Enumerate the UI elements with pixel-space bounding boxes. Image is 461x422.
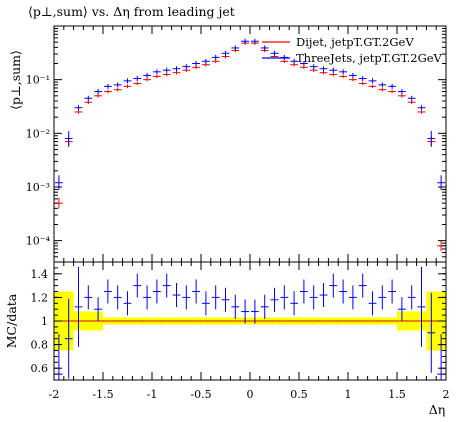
main-series-1 (55, 38, 445, 191)
ratio-y-axis-label: MC/data (4, 293, 19, 348)
main-x-ticks (53, 26, 447, 262)
main-y-tick-label: 10⁻² (26, 127, 50, 140)
legend-label-0: Dijet, jetpT.GT.2GeV (296, 35, 414, 49)
plot-title: ⟨p⊥,sum⟩ vs. Δη from leading jet (28, 4, 235, 19)
main-series-group (55, 38, 445, 252)
x-tick-label: 1.5 (388, 388, 406, 401)
ratio-panel: 0.6 0.8 1 1.2 1.4 -2 -1.5 -1 -0.5 0 0.5 1 1.5 2 MC/d… (4, 261, 450, 417)
x-tick-label: 2 (443, 388, 450, 401)
main-panel: 10⁻⁴ 10⁻³ 10⁻² 10⁻¹ ⟨p⊥,sum⟩ Dijet, jetpT.G… (8, 25, 447, 263)
ratio-series-1 (55, 266, 445, 380)
x-tick-label: -1.5 (92, 388, 113, 401)
ratio-y-tick-label: 1 (41, 315, 48, 328)
ratio-y-tick-label: 1.2 (31, 291, 49, 304)
x-tick-label: -0.5 (190, 388, 211, 401)
main-series-0 (55, 41, 445, 252)
main-y-tick-label: 10⁻¹ (26, 74, 50, 87)
x-tick-label: 1 (345, 388, 352, 401)
main-y-tick-label: 10⁻³ (26, 181, 50, 194)
main-y-axis-label: ⟨p⊥,sum⟩ (8, 50, 23, 110)
x-tick-label: 0 (247, 388, 254, 401)
ratio-y-tick-label: 0.8 (31, 339, 49, 352)
ratio-y-ticks: 0.6 0.8 1 1.2 1.4 (31, 267, 446, 375)
x-tick-label: 0.5 (290, 388, 308, 401)
legend-label-1: ThreeJets, jetpT.GT.2GeV (296, 51, 443, 65)
x-axis-label: Δη (429, 402, 446, 417)
main-y-tick-label: 10⁻⁴ (26, 235, 51, 248)
ratio-y-tick-label: 0.6 (31, 362, 49, 375)
legend: Dijet, jetpT.GT.2GeV ThreeJets, jetpT.GT.… (262, 35, 443, 65)
ratio-series-group (54, 266, 446, 380)
ratio-x-ticks: -2 -1.5 -1 -0.5 0 0.5 1 1.5 2 (49, 262, 450, 401)
ratio-y-tick-label: 1.4 (31, 268, 49, 281)
x-tick-label: -1 (147, 388, 158, 401)
x-tick-label: -2 (49, 388, 60, 401)
